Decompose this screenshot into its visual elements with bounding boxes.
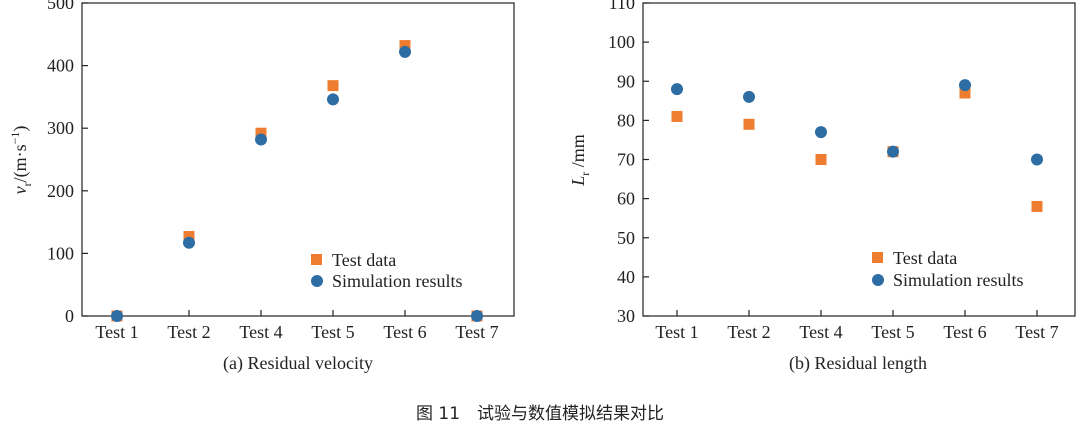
y-tick-label: 0 — [65, 306, 74, 326]
y-tick-label: 110 — [609, 0, 635, 13]
x-tick-label: Test 4 — [799, 322, 842, 342]
figure-caption: 图 11 试验与数值模拟结果对比 — [416, 404, 664, 424]
y-axis-ticks: 0 100 200 300 400 500 — [47, 0, 88, 326]
panel-caption: (b) Residual length — [789, 353, 927, 374]
simulation-point — [111, 310, 123, 322]
y-tick-label: 400 — [47, 56, 74, 76]
simulation-point — [671, 83, 683, 96]
test-data-point — [671, 110, 683, 122]
x-tick-label: Test 7 — [1015, 322, 1058, 342]
legend-label-test-data: Test data — [893, 248, 957, 268]
simulation-point — [327, 93, 339, 106]
simulation-point — [1031, 153, 1043, 166]
x-tick-label: Test 5 — [871, 322, 914, 342]
y-tick-label: 100 — [608, 32, 635, 52]
legend-label-simulation: Simulation results — [332, 271, 463, 291]
x-tick-label: Test 6 — [943, 322, 986, 342]
y-tick-label: 60 — [617, 189, 635, 209]
x-tick-label: Test 2 — [727, 322, 770, 342]
legend-label-simulation: Simulation results — [893, 270, 1024, 290]
y-tick-label: 100 — [47, 243, 74, 263]
test-data-point — [327, 80, 339, 92]
x-tick-label: Test 4 — [239, 322, 282, 342]
y-tick-label: 90 — [617, 71, 635, 91]
y-tick-label: 30 — [617, 306, 635, 326]
y-label-sub: r — [578, 172, 592, 176]
y-label-close: ) — [10, 126, 31, 132]
test-data-point — [743, 118, 755, 130]
legend: Test data Simulation results — [872, 248, 1024, 290]
y-tick-label: 70 — [617, 150, 635, 170]
y-tick-label: 200 — [47, 181, 74, 201]
panel-caption: (a) Residual velocity — [223, 353, 373, 374]
simulation-point — [255, 133, 267, 146]
test-data-point — [255, 127, 267, 139]
test-data-point — [1031, 200, 1043, 212]
x-tick-label: Test 7 — [455, 322, 498, 342]
y-label-var: L — [568, 176, 588, 187]
legend-marker-test-data — [872, 252, 883, 263]
x-axis-ticks: Test 1 Test 2 Test 4 Test 5 Test 6 Test 7 — [655, 310, 1059, 342]
simulation-point — [399, 45, 411, 58]
x-tick-label: Test 1 — [95, 322, 138, 342]
y-axis-ticks: 30 40 50 60 70 80 90 100 110 — [608, 0, 649, 326]
y-tick-label: 500 — [47, 0, 74, 13]
legend-marker-simulation — [311, 275, 323, 287]
simulation-point — [183, 236, 195, 249]
x-tick-label: Test 1 — [655, 322, 698, 342]
legend-marker-simulation — [872, 274, 884, 286]
legend-label-test-data: Test data — [332, 250, 396, 270]
y-label-unit: /mm — [568, 134, 588, 172]
x-axis-ticks: Test 1 Test 2 Test 4 Test 5 Test 6 Test 7 — [95, 310, 499, 342]
test-data-point — [183, 230, 195, 242]
simulation-point — [815, 126, 827, 139]
test-data-point — [815, 154, 827, 165]
simulation-point — [743, 90, 755, 103]
simulation-point — [887, 145, 899, 158]
x-tick-label: Test 6 — [383, 322, 426, 342]
test-data-point — [959, 87, 971, 99]
y-tick-label: 50 — [617, 228, 635, 248]
y-label-var: v — [10, 186, 30, 194]
y-axis-label: Lr /mm — [568, 134, 592, 187]
y-axis-label: vr/(m·s−1) — [8, 126, 34, 195]
legend-marker-test-data — [311, 254, 322, 265]
y-label-exp: −1 — [8, 132, 22, 145]
simulation-point — [959, 79, 971, 92]
y-tick-label: 40 — [617, 267, 635, 287]
y-label-sub: r — [20, 182, 34, 186]
plot-frame — [81, 2, 515, 317]
y-tick-label: 80 — [617, 110, 635, 130]
x-tick-label: Test 2 — [167, 322, 210, 342]
simulation-point — [471, 310, 483, 322]
x-tick-label: Test 5 — [311, 322, 354, 342]
data-marks — [671, 79, 1043, 212]
legend: Test data Simulation results — [311, 250, 463, 291]
y-tick-label: 300 — [47, 118, 74, 138]
test-data-point — [399, 40, 411, 52]
y-label-unit: /(m·s — [10, 144, 31, 182]
data-marks — [111, 40, 483, 322]
